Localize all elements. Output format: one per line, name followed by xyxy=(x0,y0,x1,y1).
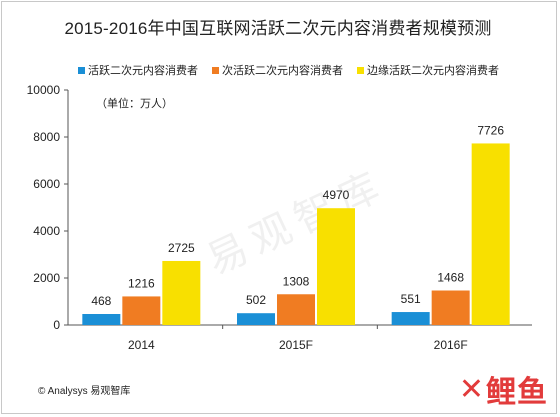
bar xyxy=(82,314,121,325)
legend-item-active: 活跃二次元内容消费者 xyxy=(78,62,198,78)
bar xyxy=(162,260,201,325)
data-label: 1216 xyxy=(128,276,155,290)
legend-item-sub-active: 次活跃二次元内容消费者 xyxy=(212,62,343,78)
data-label: 4970 xyxy=(323,188,350,202)
unit-label: （单位：万人） xyxy=(96,98,173,110)
legend-label-active: 活跃二次元内容消费者 xyxy=(88,65,198,77)
data-label: 2725 xyxy=(168,241,195,255)
data-label: 502 xyxy=(246,293,266,307)
chart-title: 2015-2016年中国互联网活跃二次元内容消费者规模预测 xyxy=(64,19,492,38)
bar xyxy=(122,296,161,325)
bar xyxy=(471,143,510,325)
y-tick-label: 4000 xyxy=(33,224,60,238)
watermark-text: 易观智库 xyxy=(200,161,393,284)
y-tick-label: 6000 xyxy=(33,177,60,191)
legend-swatch-marginal xyxy=(357,66,364,74)
legend-swatch-active xyxy=(78,66,85,74)
data-label: 7726 xyxy=(477,123,504,137)
y-tick-label: 8000 xyxy=(33,130,60,144)
bar xyxy=(277,294,315,325)
source-credit: © Analysys 易观智库 xyxy=(38,386,131,397)
data-label: 468 xyxy=(91,294,111,308)
x-tick-label: 2014 xyxy=(128,338,155,352)
y-tick-label: 2000 xyxy=(33,271,60,285)
bar xyxy=(237,313,275,325)
legend-item-marginal: 边缘活跃二次元内容消费者 xyxy=(357,62,499,78)
bar xyxy=(391,312,430,325)
logo-text: 鲤鱼 xyxy=(486,375,548,410)
data-label: 1308 xyxy=(283,274,310,288)
data-label: 551 xyxy=(401,292,421,306)
y-tick-label: 10000 xyxy=(27,83,61,97)
bar xyxy=(317,208,355,325)
y-tick-label: 0 xyxy=(53,318,60,332)
data-label: 1468 xyxy=(437,271,464,285)
legend: 活跃二次元内容消费者 次活跃二次元内容消费者 边缘活跃二次元内容消费者 xyxy=(78,62,499,78)
site-logo: ✕ 鲤鱼 xyxy=(459,367,548,411)
fire-logo-icon: ✕ xyxy=(458,372,484,406)
x-tick-label: 2016F xyxy=(434,338,468,352)
legend-label-marginal: 边缘活跃二次元内容消费者 xyxy=(367,65,499,77)
legend-swatch-sub-active xyxy=(212,66,219,74)
x-tick-label: 2015F xyxy=(279,338,313,352)
legend-label-sub-active: 次活跃二次元内容消费者 xyxy=(222,65,343,77)
bar xyxy=(431,290,470,325)
